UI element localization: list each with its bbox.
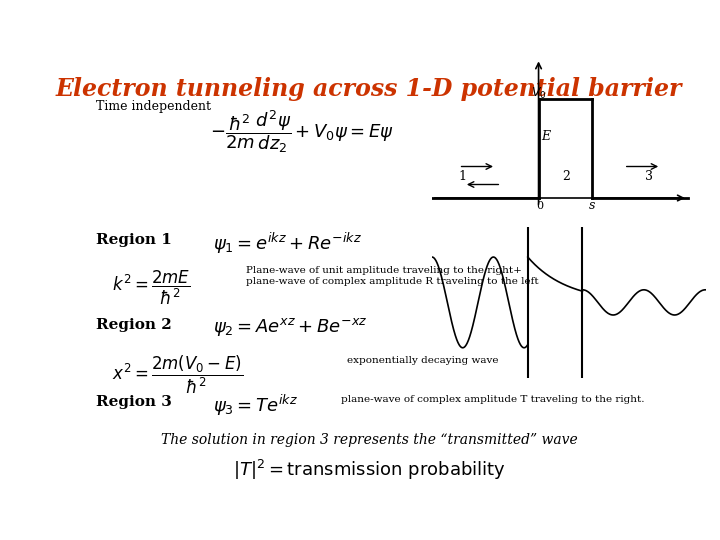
Text: $x^2 = \dfrac{2m(V_0 - E)}{\hbar^2}$: $x^2 = \dfrac{2m(V_0 - E)}{\hbar^2}$ [112,354,243,396]
Text: $k^2 = \dfrac{2mE}{\hbar^2}$: $k^2 = \dfrac{2mE}{\hbar^2}$ [112,268,191,307]
Text: plane-wave of complex amplitude T traveling to the right.: plane-wave of complex amplitude T travel… [341,395,644,404]
Text: 1: 1 [459,170,467,183]
Text: exponentially decaying wave: exponentially decaying wave [347,356,498,365]
Text: Region 3: Region 3 [96,395,171,409]
Text: 2: 2 [562,170,570,183]
Text: Region 2: Region 2 [96,319,171,333]
Text: Plane-wave of unit amplitude traveling to the right+
plane-wave of complex ampli: Plane-wave of unit amplitude traveling t… [246,266,539,286]
Text: $-\dfrac{\hbar^2}{2m}\dfrac{d^2\psi}{dz_2}+V_0\psi = E\psi$: $-\dfrac{\hbar^2}{2m}\dfrac{d^2\psi}{dz_… [210,109,394,155]
Text: The solution in region 3 represents the “transmitted” wave: The solution in region 3 represents the … [161,433,577,447]
Text: $\psi_3 = Te^{ikz}$: $\psi_3 = Te^{ikz}$ [213,393,298,418]
Text: $\psi_1 = e^{ikz} + Re^{-ikz}$: $\psi_1 = e^{ikz} + Re^{-ikz}$ [213,231,361,256]
Text: $|T|^2 = \mathrm{transmission\ probability}$: $|T|^2 = \mathrm{transmission\ probabili… [233,458,505,482]
Text: Region 1: Region 1 [96,233,171,247]
Text: 3: 3 [645,170,653,183]
Text: Time independent: Time independent [96,100,210,113]
Text: Electron tunneling across 1-D potential barrier: Electron tunneling across 1-D potential … [55,77,683,102]
Text: 0: 0 [536,201,543,211]
Text: E: E [541,130,550,143]
Text: $\psi_2 = Ae^{xz} + Be^{-xz}$: $\psi_2 = Ae^{xz} + Be^{-xz}$ [213,316,367,339]
Text: s: s [589,199,595,212]
Text: $V_0$: $V_0$ [531,86,546,102]
